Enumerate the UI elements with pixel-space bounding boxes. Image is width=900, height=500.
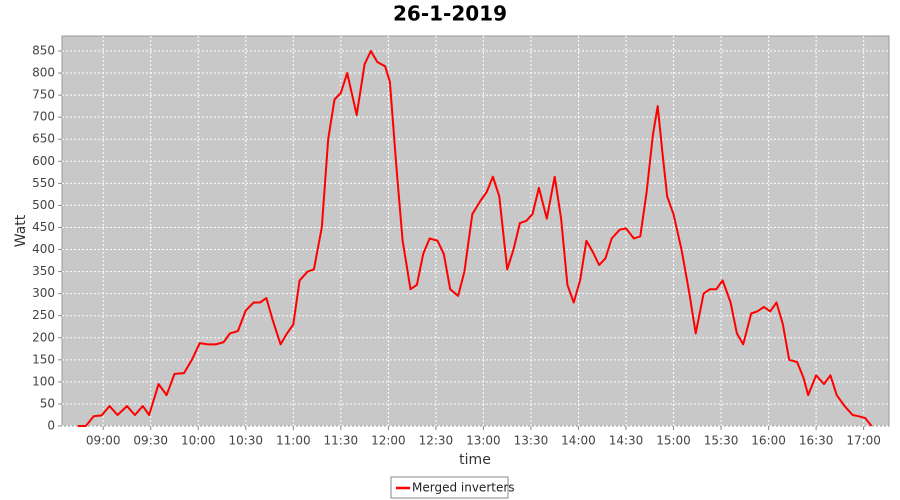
y-tick-label: 50 — [40, 396, 55, 410]
y-tick-label: 400 — [32, 242, 55, 256]
y-axis-label: Watt — [13, 214, 29, 247]
y-tick-label: 550 — [32, 176, 55, 190]
x-tick-label: 10:30 — [228, 434, 263, 448]
y-tick-label: 800 — [32, 66, 55, 80]
y-tick-label: 100 — [32, 374, 55, 388]
x-tick-label: 13:30 — [514, 434, 549, 448]
legend — [390, 476, 509, 499]
x-tick-label: 15:30 — [704, 434, 739, 448]
x-tick-label: 13:00 — [466, 434, 501, 448]
y-tick-label: 200 — [32, 330, 55, 344]
y-tick-label: 250 — [32, 308, 55, 322]
x-tick-label: 12:00 — [371, 434, 406, 448]
x-tick-label: 17:00 — [846, 434, 881, 448]
y-tick-label: 450 — [32, 220, 55, 234]
x-tick-label: 15:00 — [656, 434, 691, 448]
x-tick-label: 16:00 — [751, 434, 786, 448]
y-tick-label: 850 — [32, 44, 55, 58]
legend-label: Merged inverters — [412, 481, 515, 495]
y-tick-label: 150 — [32, 352, 55, 366]
x-tick-label: 11:30 — [324, 434, 359, 448]
data-line — [77, 50, 873, 427]
x-tick-label: 12:30 — [419, 434, 454, 448]
y-tick-label: 350 — [32, 264, 55, 278]
x-tick-label: 10:00 — [181, 434, 216, 448]
x-tick-label: 09:00 — [86, 434, 121, 448]
y-tick-label: 650 — [32, 132, 55, 146]
y-tick-label: 600 — [32, 154, 55, 168]
y-tick-label: 750 — [32, 88, 55, 102]
y-tick-label: 700 — [32, 110, 55, 124]
plot-area — [61, 35, 890, 427]
chart-title: 26-1-2019 — [393, 2, 507, 26]
x-axis-label: time — [459, 452, 491, 468]
y-tick-label: 0 — [47, 419, 55, 433]
y-tick-label: 500 — [32, 198, 55, 212]
x-tick-label: 14:00 — [561, 434, 596, 448]
x-tick-label: 09:30 — [133, 434, 168, 448]
x-tick-label: 11:00 — [276, 434, 311, 448]
x-tick-label: 16:30 — [799, 434, 834, 448]
x-tick-label: 14:30 — [609, 434, 644, 448]
y-tick-label: 300 — [32, 286, 55, 300]
